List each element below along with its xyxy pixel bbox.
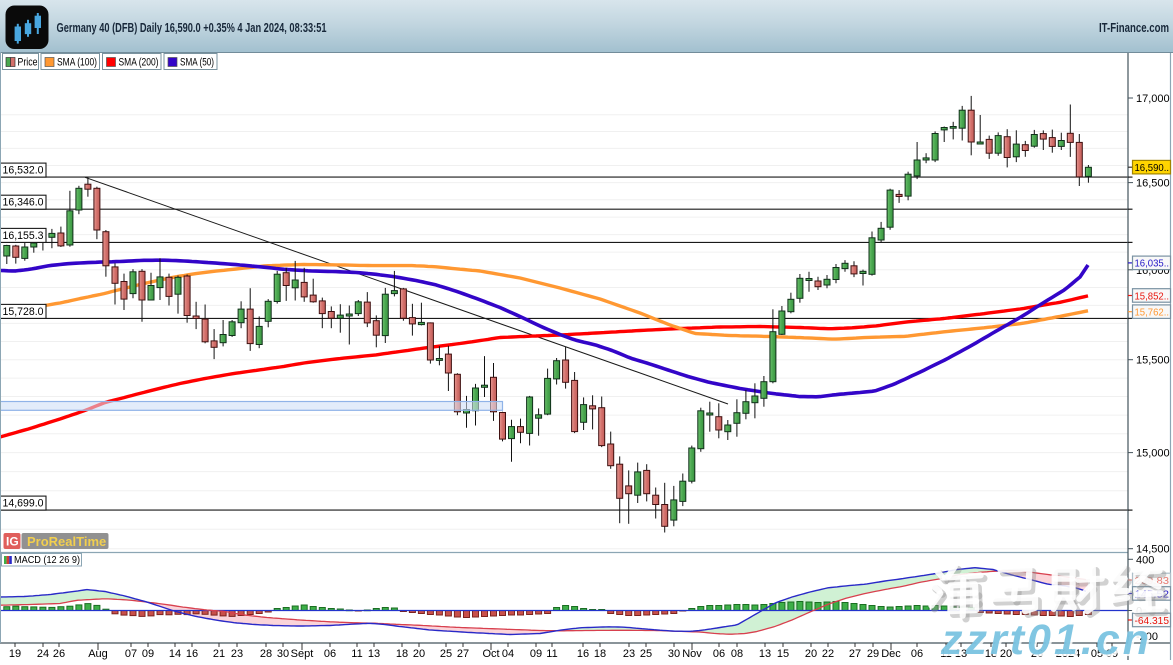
svg-text:06: 06 xyxy=(324,648,336,660)
svg-text:09: 09 xyxy=(142,648,154,660)
svg-text:16: 16 xyxy=(186,648,198,660)
svg-text:ProRealTime: ProRealTime xyxy=(27,534,106,549)
svg-text:20: 20 xyxy=(413,648,425,660)
svg-text:IT-Finance.com: IT-Finance.com xyxy=(1099,21,1169,35)
svg-text:400: 400 xyxy=(1136,554,1154,566)
svg-text:30: 30 xyxy=(668,648,680,660)
svg-text:08: 08 xyxy=(731,648,743,660)
svg-text:27: 27 xyxy=(849,648,861,660)
svg-text:Dec: Dec xyxy=(881,648,901,660)
svg-text:18: 18 xyxy=(985,648,997,660)
svg-text:15,852..: 15,852.. xyxy=(1135,290,1170,302)
svg-text:SMA (200): SMA (200) xyxy=(119,57,159,69)
svg-text:Nov: Nov xyxy=(682,648,702,660)
svg-text:21: 21 xyxy=(213,648,225,660)
svg-text:16,155.3: 16,155.3 xyxy=(3,230,44,242)
svg-text:MACD (12 26 9): MACD (12 26 9) xyxy=(14,554,80,566)
svg-text:14,500: 14,500 xyxy=(1136,544,1170,556)
svg-text:05: 05 xyxy=(1091,648,1103,660)
svg-text:11: 11 xyxy=(546,648,557,660)
svg-text:19: 19 xyxy=(9,648,21,660)
svg-text:11: 11 xyxy=(940,648,951,660)
svg-text:14: 14 xyxy=(169,648,181,660)
svg-text:09: 09 xyxy=(1106,648,1118,660)
svg-text:18: 18 xyxy=(594,648,606,660)
svg-text:Germany 40 (DFB) Daily 16,590.: Germany 40 (DFB) Daily 16,590.0 +0.35% 4… xyxy=(57,21,327,35)
svg-text:24: 24 xyxy=(37,648,49,660)
svg-text:15,762..: 15,762.. xyxy=(1135,307,1170,319)
svg-text:Price: Price xyxy=(18,57,38,69)
svg-text:-200: -200 xyxy=(1136,631,1158,643)
svg-text:13: 13 xyxy=(368,648,380,660)
svg-text:26: 26 xyxy=(1031,648,1043,660)
svg-text:30: 30 xyxy=(277,648,289,660)
svg-text:IG: IG xyxy=(6,535,19,549)
svg-text:17,000: 17,000 xyxy=(1136,93,1170,105)
svg-text:26: 26 xyxy=(53,648,65,660)
svg-text:15,000: 15,000 xyxy=(1136,448,1170,460)
svg-text:20: 20 xyxy=(1000,648,1012,660)
svg-text:23: 23 xyxy=(231,648,243,660)
svg-text:20: 20 xyxy=(805,648,817,660)
svg-text:16,035..: 16,035.. xyxy=(1135,258,1170,270)
svg-text:16,532.0: 16,532.0 xyxy=(3,165,44,177)
svg-text:SMA (100): SMA (100) xyxy=(57,57,97,69)
svg-text:13: 13 xyxy=(955,648,967,660)
svg-text:29: 29 xyxy=(867,648,879,660)
svg-text:2024: 2024 xyxy=(1056,648,1080,660)
svg-text:22: 22 xyxy=(822,648,834,660)
svg-text:27: 27 xyxy=(457,648,469,660)
svg-text:Aug: Aug xyxy=(88,648,108,660)
svg-text:Oct: Oct xyxy=(482,648,499,660)
svg-text:25: 25 xyxy=(440,648,452,660)
svg-text:04: 04 xyxy=(502,648,514,660)
svg-text:SMA (50): SMA (50) xyxy=(180,57,214,69)
svg-text:23: 23 xyxy=(623,648,635,660)
svg-text:16,500: 16,500 xyxy=(1136,178,1170,190)
svg-text:15,728.0: 15,728.0 xyxy=(3,306,44,318)
svg-text:16,346.0: 16,346.0 xyxy=(3,197,44,209)
svg-text:11: 11 xyxy=(351,648,362,660)
svg-text:zzrt01.cn: zzrt01.cn xyxy=(940,616,1152,660)
svg-text:09: 09 xyxy=(530,648,542,660)
svg-text:-64.315: -64.315 xyxy=(1135,615,1170,627)
svg-text:13: 13 xyxy=(759,648,771,660)
svg-text:15,500: 15,500 xyxy=(1136,355,1170,367)
svg-text:06: 06 xyxy=(911,648,923,660)
svg-text:25: 25 xyxy=(640,648,652,660)
svg-text:06: 06 xyxy=(713,648,725,660)
svg-text:18: 18 xyxy=(396,648,408,660)
svg-text:16,590..: 16,590.. xyxy=(1135,162,1170,174)
svg-text:28: 28 xyxy=(260,648,272,660)
svg-text:16: 16 xyxy=(577,648,589,660)
svg-text:14,699.0: 14,699.0 xyxy=(3,498,44,510)
svg-text:15: 15 xyxy=(777,648,789,660)
svg-text:Sept: Sept xyxy=(291,648,314,660)
svg-text:07: 07 xyxy=(125,648,137,660)
